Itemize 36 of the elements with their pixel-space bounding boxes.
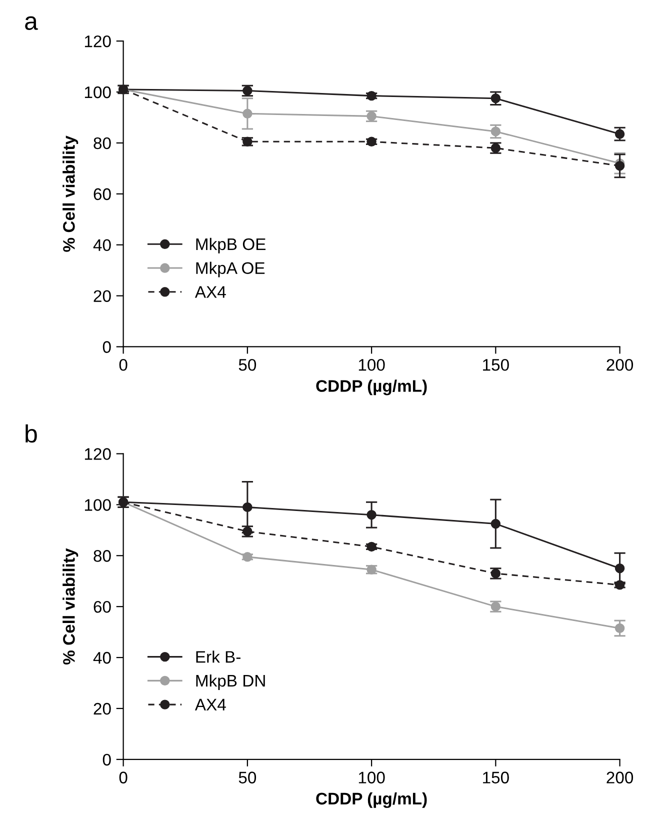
- y-tick-label: 20: [94, 702, 111, 715]
- y-axis-title: % Cell viability: [62, 136, 78, 252]
- y-tick-label: 100: [84, 499, 111, 511]
- x-tick-label: 100: [358, 772, 385, 784]
- y-axis-title: % Cell viability: [62, 548, 78, 665]
- x-tick-label: 150: [483, 358, 509, 371]
- y-tick-label: 0: [102, 754, 111, 766]
- y-tick-label: 120: [84, 35, 111, 48]
- legend-label: MkpB OE: [196, 238, 266, 254]
- legend-label: AX4: [194, 286, 226, 298]
- x-tick-label: 200: [606, 358, 634, 371]
- y-tick-label: 0: [102, 341, 111, 353]
- x-tick-label: 0: [119, 358, 128, 371]
- y-tick-label: 40: [93, 652, 111, 664]
- x-tick-label: 50: [238, 772, 256, 784]
- y-tick-label: 120: [84, 448, 111, 460]
- x-tick-label: 100: [358, 358, 385, 371]
- legend-label: MkpA OE: [196, 262, 265, 278]
- y-tick-label: 80: [94, 550, 111, 562]
- x-tick-label: 150: [483, 772, 509, 784]
- x-axis-title: CDDP (µg/mL): [316, 792, 427, 808]
- y-tick-label: 60: [94, 600, 111, 613]
- y-tick-label: 40: [93, 239, 111, 252]
- x-tick-label: 50: [238, 358, 256, 371]
- y-tick-label: 80: [94, 137, 111, 150]
- legend-label: MkpB DN: [196, 674, 265, 690]
- y-tick-label: 20: [94, 290, 111, 302]
- x-axis-title: CDDP (µg/mL): [316, 380, 427, 396]
- legend-label: Erk B-: [196, 650, 240, 663]
- y-tick-label: 60: [94, 188, 111, 200]
- legend-label: AX4: [194, 698, 226, 710]
- chart-title: b: [26, 424, 37, 443]
- x-tick-label: 200: [606, 772, 634, 784]
- chart-title: a: [25, 16, 38, 30]
- x-tick-label: 0: [119, 772, 128, 784]
- y-tick-label: 100: [84, 86, 111, 98]
